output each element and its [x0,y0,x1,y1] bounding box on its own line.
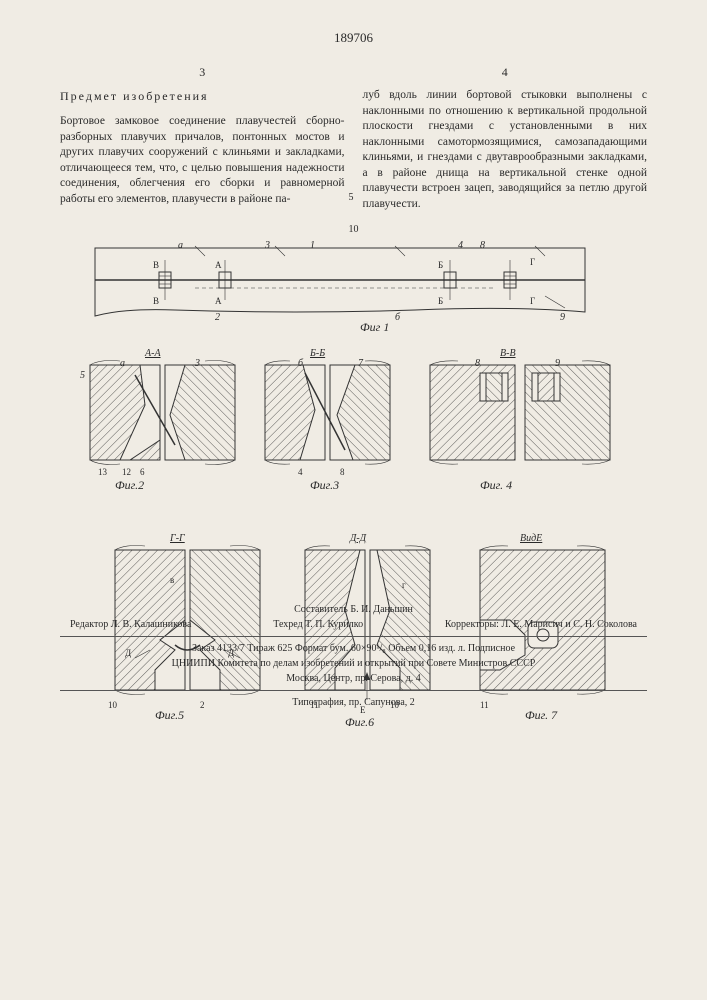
lbl: Б [438,296,443,306]
lbl: Б [438,260,443,270]
sec-VV: В-В [500,348,516,359]
fig2-cap: Фиг.2 [115,478,144,493]
sec-GG: Г-Г [170,533,185,544]
fig7-cap: Фиг. 7 [525,708,557,723]
lbl: а [120,358,125,369]
lbl: Г [530,296,535,306]
fig3 [265,361,390,464]
lbl: б [395,312,400,323]
lbl: 3 [265,240,270,251]
sec-BB: Б-Б [310,348,325,359]
lbl: 3 [195,358,200,369]
footer-corr: Корректоры: Л. Е. Марисич и С. Н. Соколо… [445,617,637,632]
lbl: 4 [298,467,303,477]
lbl: г [402,580,406,590]
fig1 [95,246,585,316]
fig2 [90,361,235,465]
fig1-cap: Фиг 1 [360,320,389,335]
footer-line2: ЦНИИПИ Комитета по делам изобретений и о… [60,656,647,671]
lbl: 7 [358,358,363,369]
lbl: 2 [215,312,220,323]
fig6-cap: Фиг.6 [345,715,374,730]
footer-line4: Типография, пр. Сапунова, 2 [60,695,647,710]
lbl: 5 [80,370,85,381]
footer: Составитель Б. И. Даньшин Редактор Л. В.… [60,602,647,710]
left-col-num: 3 [60,64,345,80]
lbl: 13 [98,467,107,477]
footer-line1: Заказ 4133/7 Тираж 625 Формат бум. 60×90… [60,641,647,656]
lbl: 6 [140,467,145,477]
lbl: 12 [122,467,131,477]
fig4 [430,361,610,464]
lbl: 8 [475,358,480,369]
lbl: А [215,260,222,270]
sec-VidE: ВидЕ [520,533,542,544]
lbl: 4 [458,240,463,251]
lbl: В [153,260,159,270]
lbl: А [215,296,222,306]
lbl: 8 [480,240,485,251]
footer-line3: Москва, Центр, пр. Серова, д. 4 [60,671,647,686]
fig4-cap: Фиг. 4 [480,478,512,493]
footer-editor: Редактор Л. В. Калашникова [70,617,191,632]
footer-compiler: Составитель Б. И. Даньшин [60,602,647,617]
lbl: 8 [340,467,345,477]
margin-line-numbers: 5 10 [349,182,359,246]
right-text: луб вдоль линии бортовой стыковки выполн… [363,88,648,212]
lbl: Г [530,257,535,267]
lbl: 1 [310,240,315,251]
section-title: Предмет изобретения [60,88,345,104]
doc-number: 189706 [60,30,647,46]
lbl: в [170,575,174,585]
lbl: а [178,240,183,251]
sec-AA: А-А [145,348,161,359]
lbl: б [298,358,303,369]
lbl: 9 [560,312,565,323]
lbl: 9 [555,358,560,369]
fig5-cap: Фиг.5 [155,708,184,723]
lbl: В [153,296,159,306]
fig3-cap: Фиг.3 [310,478,339,493]
right-col-num: 4 [363,64,648,80]
footer-tech: Техред Т. П. Курилко [273,617,363,632]
sec-DD: Д-Д [350,533,366,544]
left-text: Бортовое замковое соединение плавучестей… [60,114,345,207]
